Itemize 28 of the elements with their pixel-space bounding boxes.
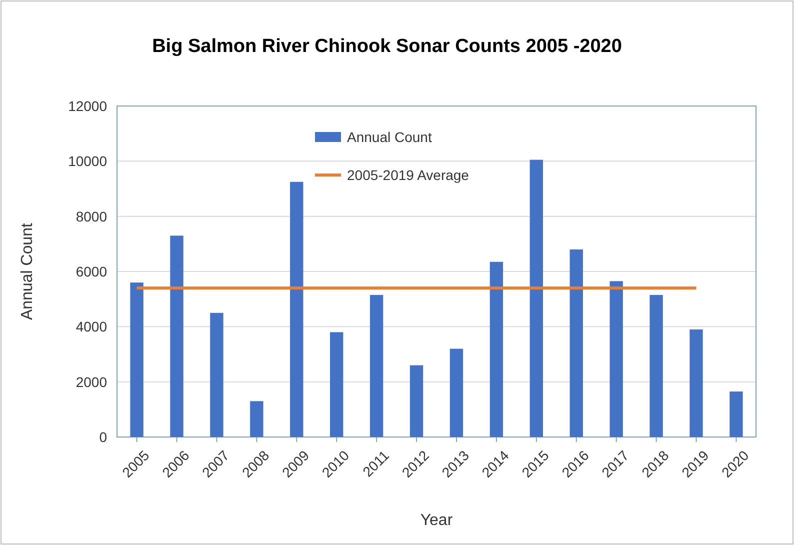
y-tick-label: 4000 — [76, 318, 108, 335]
bar — [610, 281, 623, 437]
bar — [650, 294, 663, 437]
y-tick-label: 2000 — [76, 374, 108, 390]
bar — [210, 312, 224, 437]
bar — [250, 401, 264, 437]
bar — [290, 182, 304, 437]
bar — [330, 332, 344, 437]
y-tick-label: 6000 — [76, 264, 108, 280]
y-tick-label: 12000 — [68, 98, 108, 114]
bar — [370, 294, 384, 437]
chart-title: Big Salmon River Chinook Sonar Counts 2005 -2020 — [152, 36, 622, 57]
y-tick-label: 0 — [99, 429, 108, 445]
y-tick-label: 8000 — [76, 208, 108, 224]
bar — [490, 262, 504, 437]
bar — [410, 365, 424, 437]
legend-label: 2005-2019 Average — [347, 167, 470, 183]
bar — [690, 329, 703, 437]
bar — [570, 249, 583, 437]
bar — [730, 391, 743, 437]
legend-label: Annual Count — [347, 129, 432, 145]
bar — [130, 282, 144, 437]
x-axis-title: Year — [420, 512, 454, 529]
y-axis-title: Annual Count — [19, 222, 36, 320]
bar — [450, 348, 464, 437]
bar — [530, 160, 543, 437]
bar — [170, 236, 184, 437]
y-tick-label: 10000 — [68, 153, 108, 170]
